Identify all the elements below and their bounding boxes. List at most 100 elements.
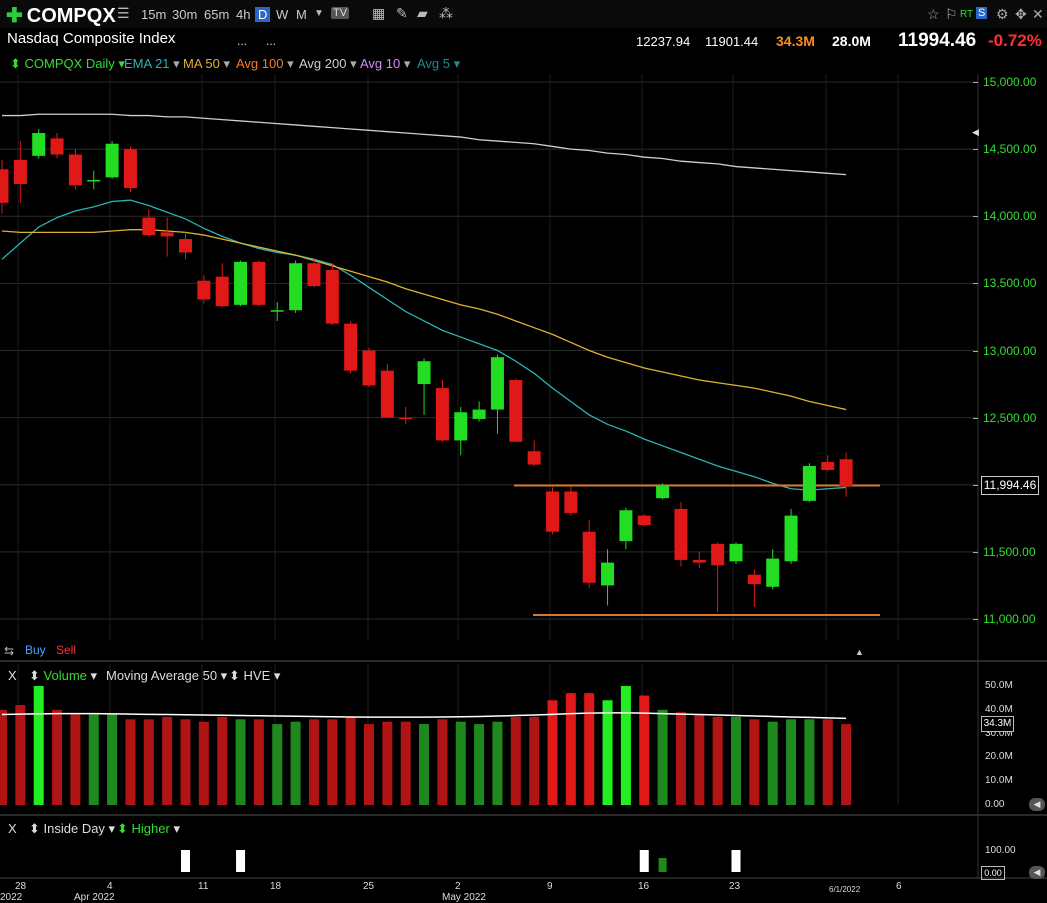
candle-body	[160, 232, 174, 237]
candle-body	[50, 138, 64, 155]
inside-day-label[interactable]: ⬍ Inside Day ▾	[29, 821, 116, 836]
sell-label[interactable]: Sell	[56, 643, 77, 657]
volume-bar	[639, 695, 650, 805]
candle-body	[252, 261, 266, 305]
volume-bar	[364, 724, 374, 805]
volume-bar	[107, 714, 118, 805]
volume-bar	[198, 721, 209, 805]
info-dots-1: ...	[237, 34, 248, 48]
price-tick	[973, 216, 978, 218]
tf-65m[interactable]: 65m	[204, 7, 230, 22]
indicator-avg10[interactable]: Avg 10 ▾	[360, 56, 411, 71]
volume-bar	[143, 719, 154, 805]
price-tick	[973, 484, 978, 486]
volume-tick-label: 30.0M	[985, 727, 1013, 739]
bookmark-icon[interactable]: ▰	[417, 5, 428, 21]
indicator-ma50[interactable]: MA 50 ▾	[183, 56, 231, 71]
volume-bar	[180, 719, 191, 805]
candle-body	[546, 491, 559, 532]
series-ema-21	[1, 199, 847, 491]
volume-label[interactable]: ⬍ Volume ▾	[29, 668, 98, 683]
add-symbol-icon[interactable]: ✚	[6, 5, 23, 27]
list-icon[interactable]: ☰	[117, 5, 130, 21]
candle-body	[747, 574, 761, 585]
buy-label[interactable]: Buy	[25, 643, 46, 657]
volume-bar	[565, 693, 576, 805]
share-icon[interactable]: ⁂	[439, 5, 453, 21]
buy-sell-icon[interactable]: ⇆	[4, 644, 15, 658]
candle-body	[435, 388, 449, 441]
volume-tick-label: 20.0M	[985, 751, 1013, 763]
candle-body	[692, 559, 706, 563]
tf-weekly[interactable]: W	[276, 7, 289, 22]
move-icon[interactable]: ✥	[1015, 6, 1027, 22]
calculator-icon[interactable]: ▦	[372, 5, 386, 21]
pencil-icon[interactable]: ✎	[396, 5, 408, 21]
price-tick-label: 11,500.00	[983, 544, 1036, 559]
hve-label[interactable]: ⬍ HVE ▾	[229, 668, 281, 683]
tf-daily[interactable]: D	[255, 7, 271, 22]
volume-bar	[786, 719, 797, 805]
tf-30m[interactable]: 30m	[172, 7, 198, 22]
candle-body	[802, 465, 816, 501]
volume-bar	[290, 721, 301, 805]
alert-icon[interactable]: ⚐	[945, 6, 958, 22]
volume-ma-label[interactable]: Moving Average 50 ▾	[106, 668, 228, 683]
indicator-ema21[interactable]: EMA 21 ▾	[124, 56, 180, 71]
candle-body	[344, 323, 358, 371]
higher-marker	[658, 858, 667, 872]
price-tick-label: 13,500.00	[983, 276, 1037, 291]
candle-body	[509, 380, 523, 442]
close-icon[interactable]: ✕	[1032, 6, 1044, 22]
tf-monthly[interactable]: M	[296, 7, 307, 22]
indicator-compqx[interactable]: ⬍ COMPQX Daily ▾	[10, 56, 125, 71]
inside-box: 0.00	[981, 866, 1005, 880]
volume-bar	[52, 709, 63, 805]
date-tick-label: 9	[547, 881, 553, 892]
price-tick-label: 14,000.00	[983, 209, 1037, 224]
volume-bar	[437, 719, 448, 805]
candle-body	[637, 515, 651, 526]
volume-bar	[804, 719, 815, 805]
tv-icon[interactable]: TV	[331, 7, 350, 19]
volume-close[interactable]: X	[8, 668, 17, 683]
date-sub-label: Apr 2022	[74, 892, 115, 903]
indicator-avg100[interactable]: Avg 100 ▾	[236, 56, 294, 71]
inside-scroll-icon[interactable]: ◀	[1029, 866, 1045, 879]
candle-body	[601, 562, 615, 586]
symbol-title[interactable]: ✚ COMPQX	[6, 5, 116, 27]
candle-body	[87, 180, 101, 182]
candle-body	[325, 269, 339, 324]
chevron-down-icon[interactable]: ▼	[314, 8, 324, 19]
volume-bar	[547, 700, 558, 805]
candle-body	[729, 543, 743, 562]
last-price-box: 11,994.46	[981, 476, 1039, 495]
indicator-avg5[interactable]: Avg 5 ▾	[417, 56, 461, 71]
wrench-icon[interactable]: ⚙	[996, 6, 1009, 22]
inside-close[interactable]: X	[8, 821, 17, 836]
candle-body	[490, 357, 504, 410]
candle-body	[123, 149, 137, 189]
candle-body	[215, 276, 229, 307]
candle-body	[711, 543, 725, 566]
candle-body	[362, 350, 376, 386]
volume-scroll-icon[interactable]: ◀	[1029, 798, 1045, 811]
higher-label[interactable]: ⬍ Higher ▾	[117, 821, 180, 836]
candle-body	[13, 159, 27, 185]
indicator-avg200[interactable]: Avg 200 ▾	[299, 56, 357, 71]
scroll-arrow-icon[interactable]: ◀	[972, 127, 979, 137]
volume-ma-line	[1, 712, 847, 720]
rt-label: RT	[960, 9, 974, 20]
tf-15m[interactable]: 15m	[141, 7, 167, 22]
candle-body	[105, 143, 119, 178]
info-dots-2: ...	[266, 34, 277, 48]
volume-bar	[657, 709, 668, 805]
s-icon[interactable]: S	[976, 7, 988, 19]
collapse-icon[interactable]: ▲	[855, 647, 864, 657]
star-icon[interactable]: ☆	[927, 6, 940, 22]
inside-day-marker	[639, 850, 649, 872]
inside-day-marker	[181, 850, 190, 872]
candle-body	[417, 361, 431, 385]
tf-4h[interactable]: 4h	[236, 7, 251, 22]
